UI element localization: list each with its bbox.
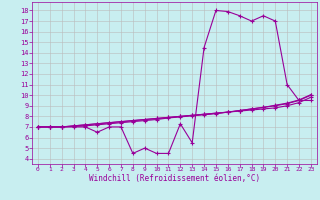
X-axis label: Windchill (Refroidissement éolien,°C): Windchill (Refroidissement éolien,°C) <box>89 174 260 183</box>
